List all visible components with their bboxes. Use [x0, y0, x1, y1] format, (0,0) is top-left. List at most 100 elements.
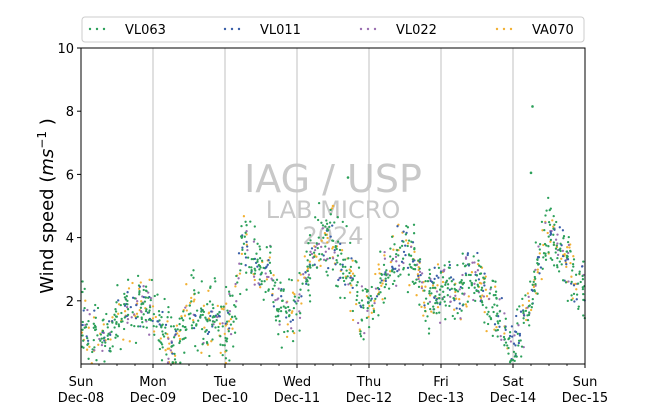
point-va070 — [484, 275, 487, 278]
point-va070 — [92, 316, 96, 319]
y-tick-label: 10 — [57, 42, 74, 57]
point-vl063 — [94, 316, 97, 319]
point-vl063 — [299, 288, 302, 291]
point-vl011 — [82, 309, 85, 312]
point-vl063 — [233, 303, 236, 307]
point-va070 — [484, 288, 488, 291]
legend-label: VL011 — [260, 23, 301, 38]
point-vl063 — [162, 335, 166, 338]
point-vl063 — [279, 306, 283, 309]
point-vl063 — [336, 240, 340, 243]
point-vl063 — [436, 302, 439, 305]
point-vl063 — [361, 289, 364, 292]
point-vl011 — [375, 295, 379, 298]
point-vl022 — [567, 243, 571, 247]
legend: VL063 VL011 VL022 VA070 — [81, 16, 585, 43]
point-vl063 — [496, 304, 499, 307]
point-vl063 — [161, 330, 164, 333]
point-va070 — [152, 330, 156, 333]
point-vl022 — [277, 287, 280, 290]
x-tick-label-day: Sun — [573, 375, 598, 390]
point-va070 — [351, 272, 355, 275]
point-vl063 — [221, 353, 224, 357]
point-vl063 — [448, 266, 451, 270]
point-vl063 — [445, 279, 449, 282]
point-va070 — [521, 304, 524, 307]
point-vl063 — [424, 319, 427, 323]
point-vl063 — [314, 216, 317, 219]
point-vl063 — [504, 326, 507, 329]
point-vl022 — [140, 310, 143, 314]
point-vl063 — [492, 310, 495, 314]
point-vl063 — [272, 279, 275, 282]
point-va070 — [85, 348, 89, 351]
point-vl063 — [494, 280, 497, 283]
legend-marker — [95, 27, 99, 31]
point-va070 — [355, 302, 358, 306]
point-vl063 — [478, 272, 482, 276]
point-va070 — [344, 275, 348, 278]
point-vl063 — [93, 346, 96, 349]
point-vl022 — [307, 273, 311, 276]
x-tick-label-date: Dec-13 — [418, 391, 464, 406]
point-vl063 — [195, 323, 198, 326]
point-va070 — [97, 343, 100, 346]
point-va070 — [135, 312, 139, 315]
point-vl063 — [581, 286, 584, 289]
point-vl063 — [280, 346, 283, 349]
point-vl063 — [282, 305, 285, 308]
point-vl063 — [531, 105, 534, 108]
point-vl063 — [334, 246, 337, 249]
point-vl063 — [219, 343, 222, 346]
point-va070 — [227, 320, 231, 323]
point-va070 — [193, 298, 196, 301]
point-vl063 — [438, 288, 442, 291]
point-vl063 — [526, 318, 530, 322]
point-vl063 — [245, 271, 248, 274]
point-va070 — [526, 292, 530, 295]
point-vl022 — [383, 257, 387, 260]
legend-item-vl022: VL022 — [359, 23, 437, 38]
point-vl063 — [433, 286, 437, 289]
point-vl063 — [183, 351, 186, 354]
point-vl063 — [137, 284, 141, 287]
point-va070 — [532, 285, 536, 289]
point-vl063 — [309, 266, 312, 269]
y-tick-label: 8 — [66, 105, 74, 120]
point-vl011 — [513, 330, 517, 333]
point-va070 — [178, 337, 182, 341]
point-va070 — [536, 271, 539, 274]
point-vl063 — [107, 332, 110, 335]
point-vl063 — [189, 312, 192, 315]
point-va070 — [218, 322, 222, 325]
point-vl063 — [140, 317, 143, 321]
point-vl063 — [423, 289, 426, 292]
point-vl063 — [444, 281, 447, 284]
point-vl063 — [569, 249, 572, 253]
point-vl022 — [420, 286, 424, 290]
point-vl011 — [267, 259, 270, 262]
point-vl063 — [556, 256, 559, 260]
x-axis: SunDec-08MonDec-09TueDec-10WedDec-11ThuD… — [58, 364, 608, 406]
point-vl063 — [333, 221, 336, 224]
point-vl063 — [158, 313, 161, 317]
point-vl063 — [408, 263, 411, 266]
point-vl063 — [93, 324, 97, 327]
point-vl063 — [231, 315, 234, 319]
point-vl011 — [310, 247, 314, 250]
point-va070 — [422, 314, 425, 317]
point-vl063 — [572, 292, 576, 296]
point-vl063 — [308, 253, 312, 257]
point-vl063 — [393, 271, 396, 274]
point-vl063 — [147, 296, 150, 299]
legend-marker — [509, 27, 513, 31]
point-vl011 — [466, 253, 469, 257]
point-vl063 — [174, 328, 177, 331]
point-vl063 — [444, 304, 447, 307]
point-vl011 — [329, 235, 332, 238]
point-vl063 — [418, 267, 421, 270]
point-vl063 — [479, 265, 482, 268]
point-va070 — [326, 241, 329, 244]
point-vl063 — [533, 270, 536, 273]
